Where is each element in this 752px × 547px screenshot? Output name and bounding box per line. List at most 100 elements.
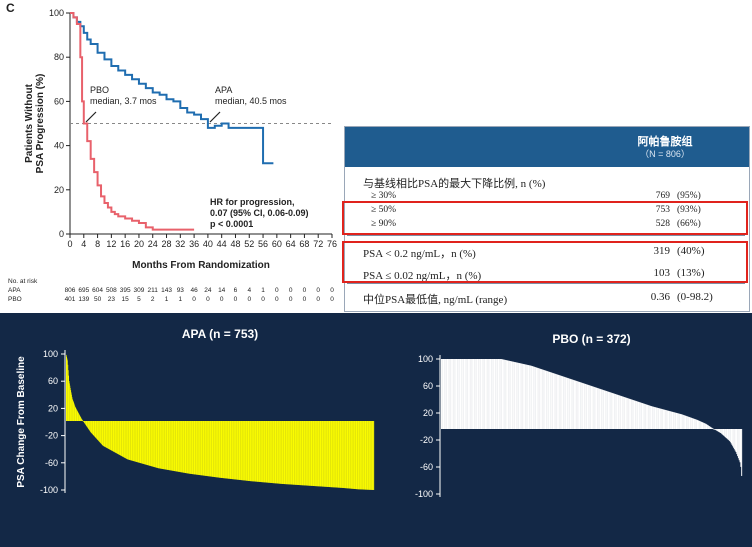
at-risk-count: 0 bbox=[289, 287, 293, 294]
at-risk-count: 0 bbox=[220, 296, 224, 303]
at-risk-count: 508 bbox=[106, 287, 117, 294]
at-risk-count: 0 bbox=[316, 287, 320, 294]
at-risk-count: 0 bbox=[206, 296, 210, 303]
at-risk-count: 0 bbox=[330, 287, 334, 294]
pbo-annotation-line: median, 3.7 mos bbox=[90, 96, 157, 106]
panel-letter: C bbox=[6, 1, 15, 15]
at-risk-count: 806 bbox=[65, 287, 76, 294]
at-risk-count: 695 bbox=[78, 287, 89, 294]
row-n: 0.36 bbox=[650, 291, 670, 303]
km-y-axis-label-line: Patients Without bbox=[24, 83, 35, 162]
at-risk-count: 211 bbox=[148, 287, 159, 294]
at-risk-count: 0 bbox=[192, 296, 196, 303]
at-risk-count: 2 bbox=[151, 296, 155, 303]
km-y-tick-label: 20 bbox=[54, 185, 64, 195]
at-risk-count: 0 bbox=[261, 296, 265, 303]
at-risk-count: 0 bbox=[275, 287, 279, 294]
km-x-tick-label: 56 bbox=[258, 239, 268, 249]
km-x-tick-label: 40 bbox=[203, 239, 213, 249]
pbo-survival-line bbox=[70, 12, 195, 231]
apa-annotation-line: APA bbox=[215, 85, 232, 95]
row-pct: (0-98.2) bbox=[677, 291, 713, 303]
km-x-tick-label: 48 bbox=[230, 239, 240, 249]
km-x-tick-label: 72 bbox=[313, 239, 323, 249]
km-x-tick-label: 12 bbox=[106, 239, 116, 249]
pbo-annotation-line: PBO bbox=[90, 85, 109, 95]
table-divider bbox=[347, 235, 745, 236]
apa-median-annotation: APA median, 40.5 mos bbox=[215, 85, 287, 106]
km-y-tick-label: 80 bbox=[54, 52, 64, 62]
at-risk-count: 0 bbox=[234, 296, 238, 303]
at-risk-count: 604 bbox=[92, 287, 103, 294]
hr-annotation-line: p < 0.0001 bbox=[210, 219, 253, 229]
row-label: ≥ 30% bbox=[371, 191, 397, 201]
table-header-title: 阿帕鲁胺组 bbox=[637, 136, 693, 148]
highlight-box-psa bbox=[342, 241, 748, 283]
at-risk-count: 0 bbox=[289, 296, 293, 303]
at-risk-count: 0 bbox=[303, 287, 307, 294]
row-n: 528 bbox=[655, 219, 670, 229]
at-risk-count: 0 bbox=[316, 296, 320, 303]
row-pct: (93%) bbox=[677, 205, 701, 215]
at-risk-count: 0 bbox=[303, 296, 307, 303]
row-pct: (66%) bbox=[677, 219, 701, 229]
row-label: PSA < 0.2 ng/mL，n (%) bbox=[363, 248, 476, 260]
km-x-tick-label: 60 bbox=[272, 239, 282, 249]
at-risk-count: 23 bbox=[108, 296, 116, 303]
apa-arrow bbox=[209, 111, 221, 123]
at-risk-row-label: APA bbox=[8, 287, 21, 294]
at-risk-count: 309 bbox=[134, 287, 145, 294]
km-y-tick-label: 0 bbox=[59, 229, 64, 239]
row-n: 319 bbox=[653, 245, 671, 257]
at-risk-count: 4 bbox=[247, 287, 251, 294]
at-risk-count: 139 bbox=[78, 296, 89, 303]
km-x-tick-label: 16 bbox=[120, 239, 130, 249]
at-risk-count: 50 bbox=[94, 296, 102, 303]
km-y-tick-label: 100 bbox=[49, 8, 64, 18]
row-n: 103 bbox=[653, 267, 671, 279]
row-pct: (13%) bbox=[677, 267, 705, 279]
km-y-axis-label-line: PSA Progression (%) bbox=[35, 74, 46, 174]
at-risk-count: 395 bbox=[120, 287, 131, 294]
km-labels: Months From Randomization Patients Withou… bbox=[8, 74, 334, 303]
row-label: ≥ 90% bbox=[371, 219, 397, 229]
km-x-tick-label: 0 bbox=[67, 239, 72, 249]
row-label: 中位PSA最低值, ng/mL (range) bbox=[363, 294, 508, 306]
at-risk-count: 14 bbox=[218, 287, 226, 294]
pbo-arrow bbox=[85, 111, 97, 123]
at-risk-count: 401 bbox=[65, 296, 76, 303]
at-risk-count: 143 bbox=[161, 287, 172, 294]
km-x-tick-label: 36 bbox=[189, 239, 199, 249]
table-header-n: （N = 806） bbox=[640, 149, 690, 159]
row-pct: (95%) bbox=[677, 191, 701, 201]
row-pct: (40%) bbox=[677, 245, 705, 257]
pbo-median-annotation: PBO median, 3.7 mos bbox=[90, 85, 157, 106]
at-risk-count: 1 bbox=[179, 296, 183, 303]
km-y-tick-label: 40 bbox=[54, 141, 64, 151]
at-risk-count: 1 bbox=[165, 296, 169, 303]
at-risk-count: 0 bbox=[247, 296, 251, 303]
at-risk-title: No. at risk bbox=[8, 278, 38, 285]
at-risk-count: 93 bbox=[177, 287, 185, 294]
at-risk-count: 24 bbox=[204, 287, 212, 294]
km-x-tick-label: 76 bbox=[327, 239, 337, 249]
apa-annotation-line: median, 40.5 mos bbox=[215, 96, 287, 106]
hr-annotation-line: HR for progression, bbox=[210, 197, 295, 207]
at-risk-row-label: PBO bbox=[8, 296, 22, 303]
km-x-tick-label: 20 bbox=[134, 239, 144, 249]
km-series bbox=[70, 12, 274, 231]
table-header: 阿帕鲁胺组 （N = 806） bbox=[345, 127, 749, 167]
km-x-tick-label: 52 bbox=[244, 239, 254, 249]
at-risk-count: 0 bbox=[330, 296, 334, 303]
psa-response-table: 阿帕鲁胺组 （N = 806） 与基线相比PSA的最大下降比例, n (%) ≥… bbox=[342, 126, 750, 312]
km-x-tick-label: 64 bbox=[286, 239, 296, 249]
at-risk-count: 0 bbox=[275, 296, 279, 303]
km-x-tick-label: 28 bbox=[162, 239, 172, 249]
at-risk-count: 1 bbox=[261, 287, 265, 294]
table-divider bbox=[347, 283, 745, 284]
at-risk-count: 15 bbox=[122, 296, 130, 303]
km-y-axis-label: Patients WithoutPSA Progression (%) bbox=[24, 74, 46, 174]
row-label: ≥ 50% bbox=[371, 205, 397, 215]
